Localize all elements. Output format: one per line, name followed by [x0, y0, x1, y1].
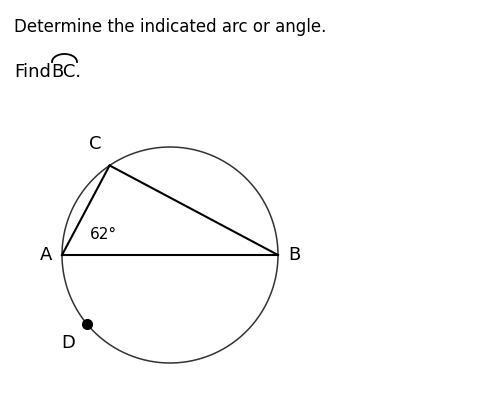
Text: C: C [89, 135, 102, 154]
Text: D: D [61, 334, 75, 352]
Text: 62°: 62° [90, 227, 117, 242]
Text: Find: Find [14, 63, 51, 81]
Text: BC.: BC. [51, 63, 81, 81]
Text: Determine the indicated arc or angle.: Determine the indicated arc or angle. [14, 18, 326, 36]
Text: A: A [40, 246, 52, 264]
Text: B: B [288, 246, 300, 264]
